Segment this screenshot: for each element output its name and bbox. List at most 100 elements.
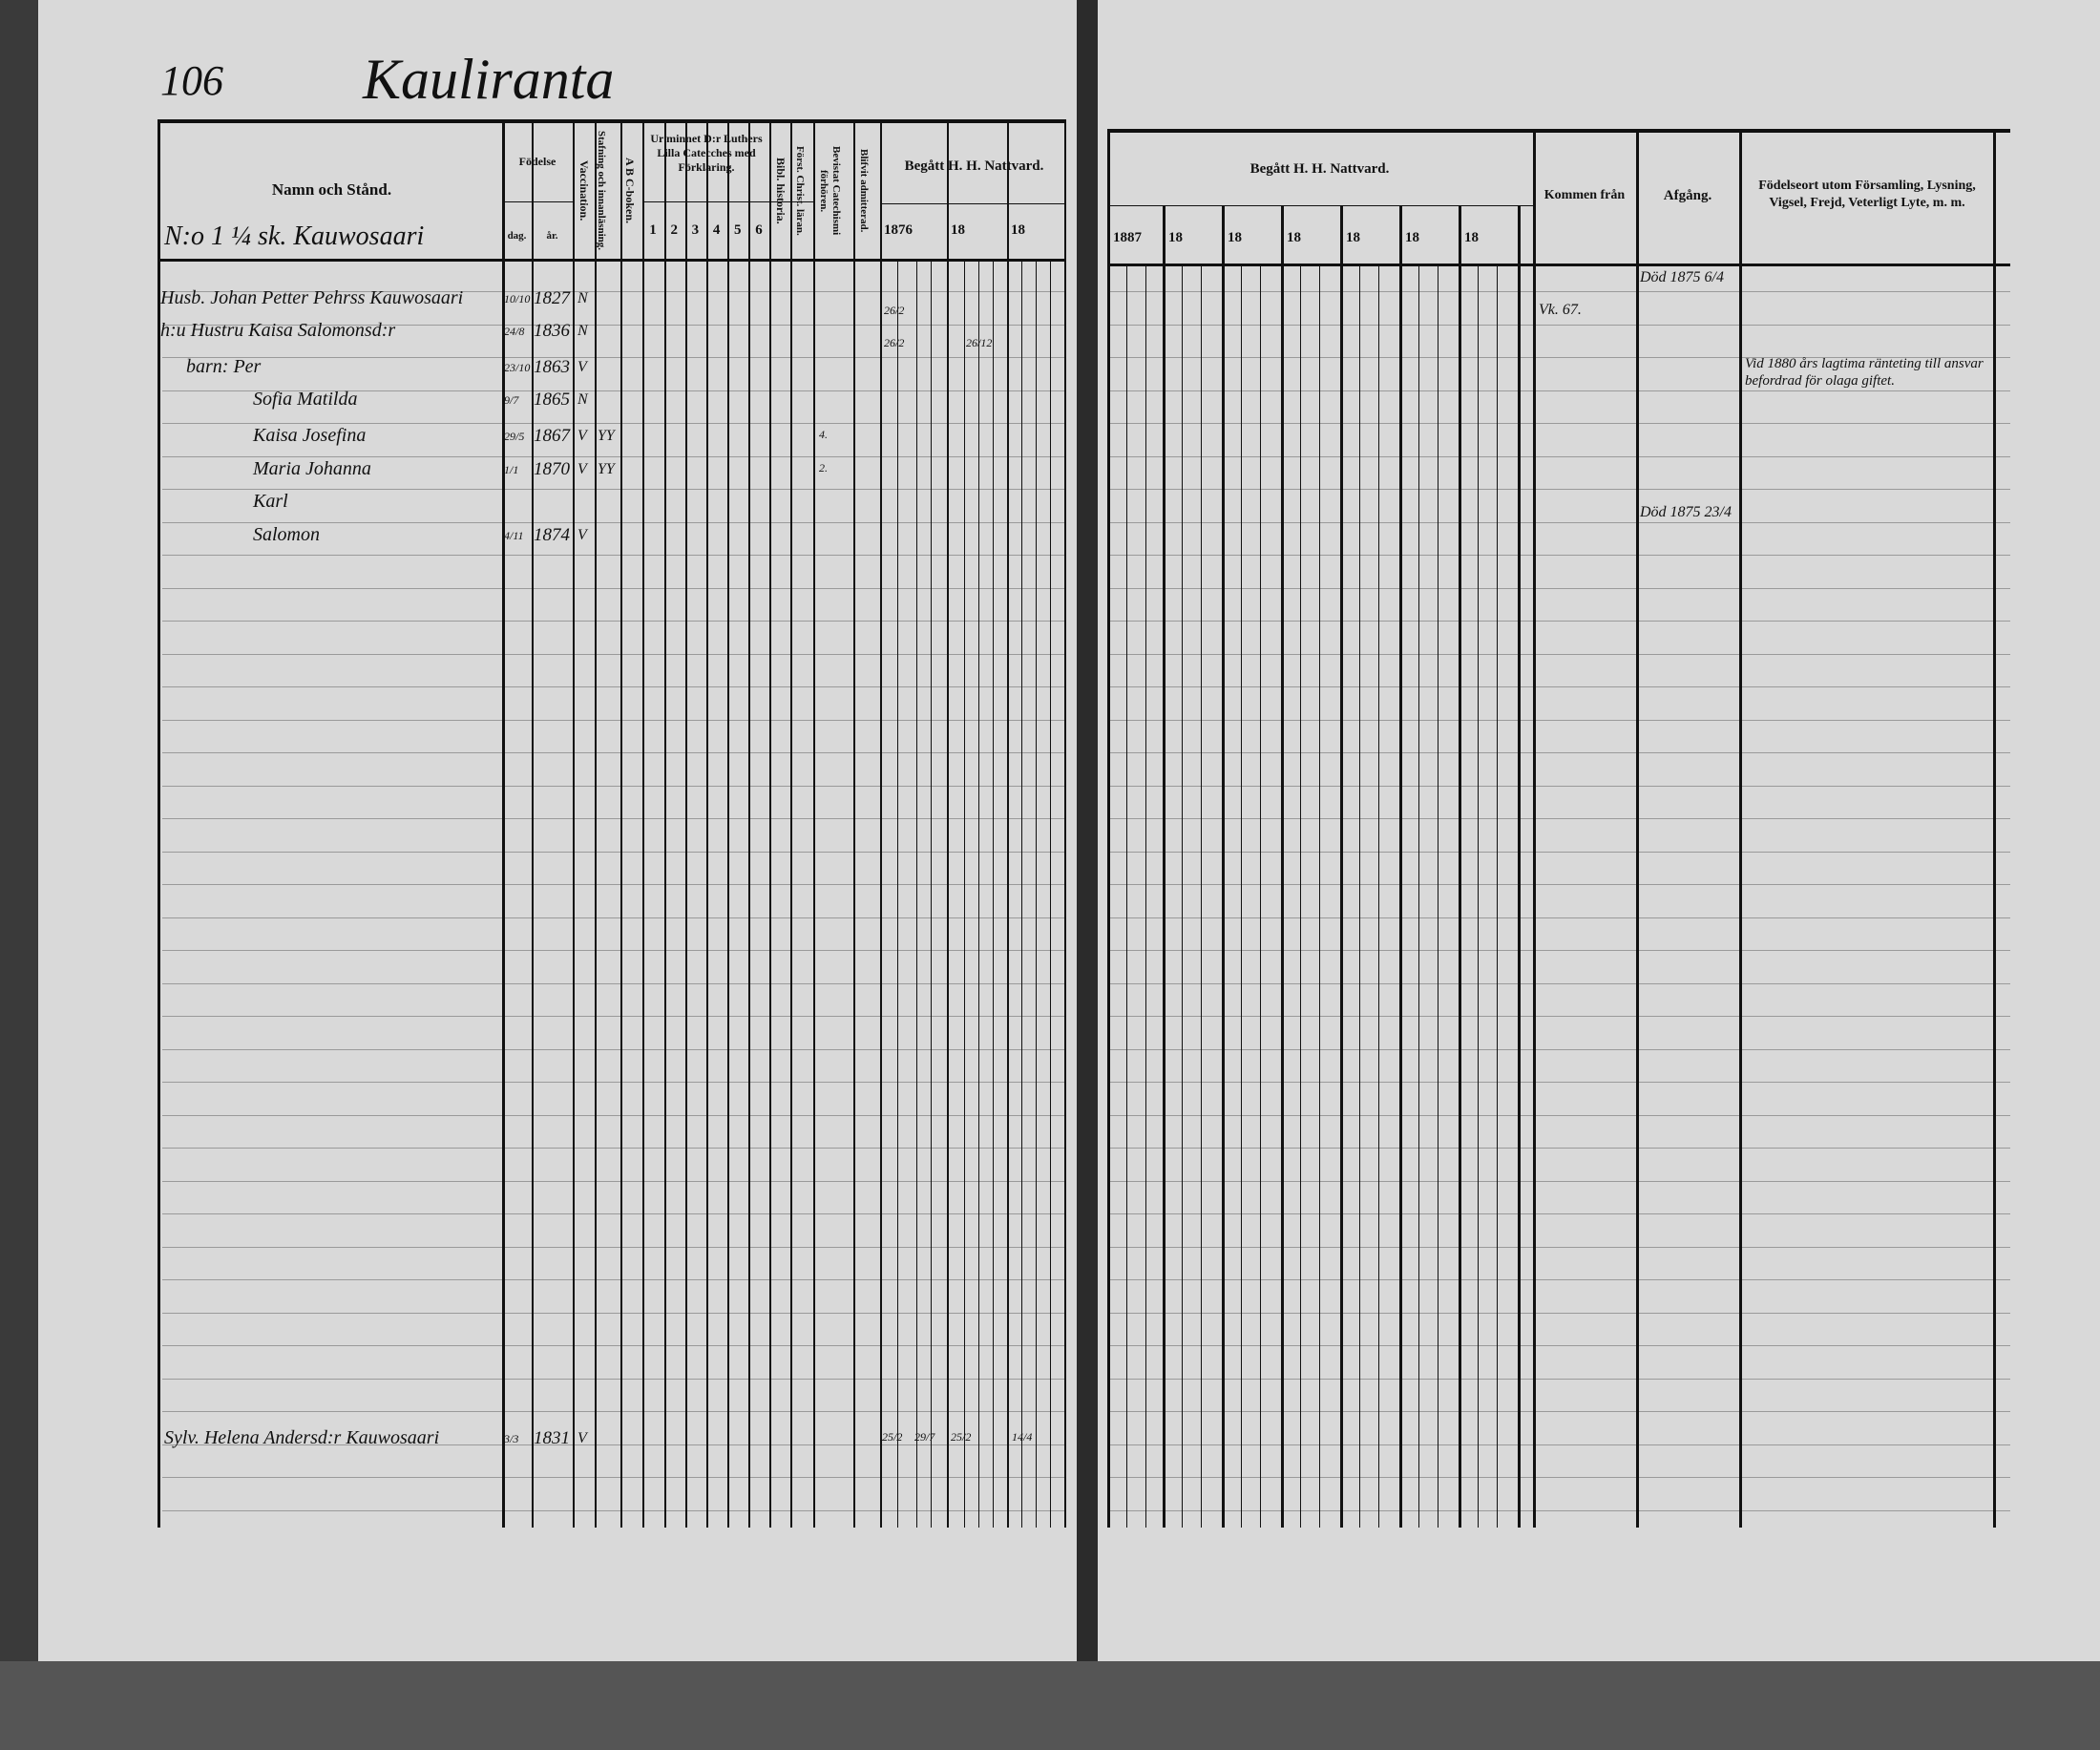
ruled-line [1107, 325, 2010, 326]
communion-year: 18 [1228, 230, 1242, 245]
column-line [158, 119, 160, 1528]
ruled-line [162, 1247, 1064, 1248]
column-line [1064, 119, 1066, 1528]
ruled-line [162, 983, 1064, 984]
entry-name: Sylv. Helena Andersd:r Kauwosaari [164, 1427, 440, 1448]
column-line [727, 119, 729, 1528]
header-catechism: Ur minnet D:r Luthers Lilla Catecches me… [650, 132, 763, 174]
column-line [1993, 129, 1996, 1528]
header-spelling: Stafning och innanläsning. [596, 131, 607, 251]
entry-departure: Död 1875 23/4 [1640, 504, 1732, 520]
ruled-line [162, 1148, 1064, 1149]
sub-column-line [1418, 266, 1419, 1528]
header-departure: Afgång. [1663, 188, 1712, 203]
entry-vaccination: V [578, 527, 587, 543]
ruled-line [162, 852, 1064, 853]
ruled-line [162, 818, 1064, 819]
communion-year: 18 [1405, 230, 1419, 245]
sub-column-line [1050, 262, 1051, 1528]
ruled-line [162, 1181, 1064, 1182]
column-line [642, 119, 644, 1528]
entry-birth-day: 4/11 [504, 529, 524, 542]
ruled-line [1107, 1379, 2010, 1380]
sub-column-line [964, 262, 965, 1528]
sub-column-line [1145, 266, 1146, 1528]
right-table-top [1107, 129, 2010, 133]
column-line [1340, 205, 1343, 1528]
communion-year: 18 [1464, 230, 1479, 245]
column-line [1636, 129, 1639, 1528]
communion-year: 18 [1168, 230, 1183, 245]
catechism-number: 2 [670, 222, 678, 238]
ruled-line [162, 1345, 1064, 1346]
ruled-line [162, 884, 1064, 885]
column-line [790, 119, 792, 1528]
ruled-line [1107, 1049, 2010, 1050]
column-line [853, 119, 855, 1528]
ruled-line [1107, 917, 2010, 918]
village-name: Kauliranta [363, 48, 615, 111]
ruled-line [162, 752, 1064, 753]
ruled-line [1107, 1279, 2010, 1280]
sub-column-line [1359, 266, 1360, 1528]
ruled-line [162, 917, 1064, 918]
entry-birth-year: 1863 [534, 357, 570, 377]
ruled-line [1107, 357, 2010, 358]
ruled-line [1107, 884, 2010, 885]
ruled-line [162, 522, 1064, 523]
ruled-line [1107, 1510, 2010, 1511]
ruled-line [1107, 1082, 2010, 1083]
entry-mark: 4. [819, 428, 828, 441]
ruled-line [1107, 291, 2010, 292]
column-line [502, 119, 505, 1528]
ruled-line [162, 357, 1064, 358]
entry-birth-year: 1836 [534, 321, 570, 341]
communion-divider [880, 203, 1064, 204]
entry-mark: 25/2 [882, 1430, 903, 1444]
ruled-line [1107, 950, 2010, 951]
column-line [813, 119, 815, 1528]
ruled-line [1107, 1016, 2010, 1017]
entry-vaccination: N [578, 290, 588, 306]
ruled-line [1107, 390, 2010, 391]
ruled-line [1107, 489, 2010, 490]
entry-birth-year: 1874 [534, 525, 570, 545]
sub-column-line [1021, 262, 1022, 1528]
communion-year: 18 [1011, 222, 1025, 238]
ruled-line [1107, 1345, 2010, 1346]
column-line [947, 119, 949, 1528]
column-line [1459, 205, 1461, 1528]
column-line [706, 119, 708, 1528]
sub-column-line [1036, 262, 1037, 1528]
ruled-line [1107, 1148, 2010, 1149]
entry-birth-year: 1870 [534, 459, 570, 479]
ruled-line [1107, 654, 2010, 655]
entry-from: Vk. 67. [1539, 302, 1582, 318]
ruled-line [1107, 1444, 2010, 1445]
entry-vaccination: N [578, 391, 588, 408]
ruled-line [162, 588, 1064, 589]
entry-birth-day: 29/5 [504, 430, 525, 443]
entry-spelling: YY [598, 428, 615, 444]
sub-column-line [978, 262, 979, 1528]
sub-column-line [931, 262, 932, 1528]
ruled-line [162, 654, 1064, 655]
ruled-line [1107, 752, 2010, 753]
sub-column-line [1497, 266, 1498, 1528]
column-line [769, 119, 771, 1528]
header-admitted: Blifvit admitterad. [858, 149, 870, 233]
entry-vaccination: N [578, 323, 588, 339]
ruled-line [1107, 1477, 2010, 1478]
entry-name: Karl [253, 491, 288, 512]
scan-bottom-edge [0, 1661, 2100, 1750]
communion-divider [1107, 205, 1533, 206]
ruled-line [162, 1082, 1064, 1083]
column-line [1107, 129, 1110, 1528]
right-page [1096, 0, 2100, 1661]
sub-column-line [897, 262, 898, 1528]
entry-birth-day: 10/10 [504, 292, 531, 306]
ruled-line [162, 686, 1064, 687]
sub-column-line [1300, 266, 1301, 1528]
sub-column-line [1378, 266, 1379, 1528]
sub-column-line [1182, 266, 1183, 1528]
